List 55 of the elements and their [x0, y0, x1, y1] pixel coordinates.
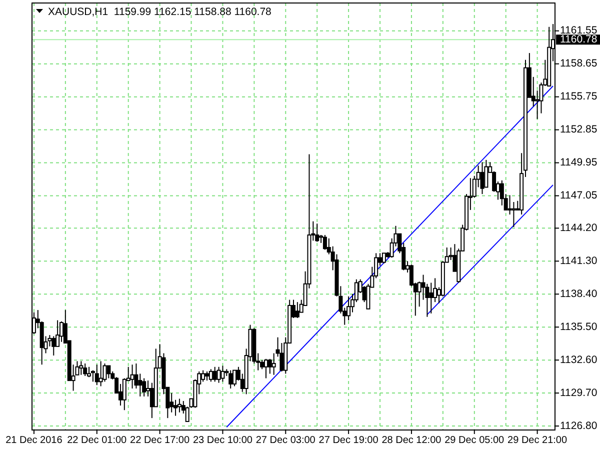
candlestick [102, 362, 107, 382]
x-tick-label: 29 Dec 21:00 [508, 435, 568, 446]
candlestick [87, 366, 92, 378]
y-tick-label: 1141.30 [560, 254, 598, 267]
candlestick [79, 360, 84, 376]
x-tick-label: 29 Dec 05:00 [444, 435, 505, 446]
x-tick-label: 27 Dec 19:00 [318, 435, 379, 446]
candlestick [382, 252, 386, 264]
candlestick [216, 366, 221, 384]
candlestick [228, 370, 233, 389]
x-tick-label: 23 Dec 10:00 [192, 435, 253, 446]
chart-title: XAUUSD,H1 1159.99 1162.15 1158.88 1160.78 [48, 6, 272, 18]
candlestick [480, 162, 484, 195]
ref-line-label: 1160.78 [560, 33, 598, 46]
x-tick-label: 21 Dec 2016 [6, 435, 63, 446]
x-tick-label: 27 Dec 03:00 [256, 435, 316, 446]
candlestick [204, 370, 209, 382]
y-tick-label: 1158.65 [560, 58, 598, 70]
y-tick-label: 1149.95 [560, 156, 598, 169]
y-tick-label: 1144.20 [560, 222, 598, 234]
candlestick [232, 370, 237, 387]
x-tick-label: 28 Dec 12:00 [382, 435, 442, 446]
y-tick-label: 1129.70 [560, 386, 598, 399]
candlestick [201, 370, 206, 382]
y-tick-label: 1135.50 [560, 320, 598, 333]
candlestick [264, 358, 268, 379]
y-tick-label: 1138.40 [560, 288, 598, 300]
candlestick [83, 362, 88, 376]
candlestick [98, 360, 103, 387]
candlestick [208, 368, 213, 382]
candlestick [212, 366, 217, 382]
candlestick [52, 336, 56, 356]
y-tick-label: 1126.80 [560, 420, 598, 432]
candlestick [315, 223, 320, 242]
candlestick [94, 364, 99, 386]
candlestick [220, 365, 225, 382]
candlestick [512, 202, 516, 228]
candlestick [130, 364, 134, 389]
y-tick-label: 1155.75 [560, 90, 598, 103]
x-tick-label: 22 Dec 01:00 [67, 435, 128, 446]
candlestick [508, 194, 512, 216]
x-tick-label: 22 Dec 17:00 [130, 435, 190, 446]
candlestick [346, 296, 351, 321]
candlestick [272, 352, 276, 376]
candlestick [106, 365, 111, 379]
candlestick [177, 398, 182, 413]
candlestick [322, 234, 327, 250]
candlestick [295, 302, 300, 318]
y-tick-label: 1132.60 [560, 354, 598, 366]
candlestick [142, 378, 146, 397]
candlestick [122, 378, 126, 411]
y-tick-label: 1147.05 [560, 190, 598, 202]
candlestick [138, 373, 142, 397]
y-tick-label: 1152.85 [560, 124, 598, 136]
candlestick [429, 282, 434, 314]
